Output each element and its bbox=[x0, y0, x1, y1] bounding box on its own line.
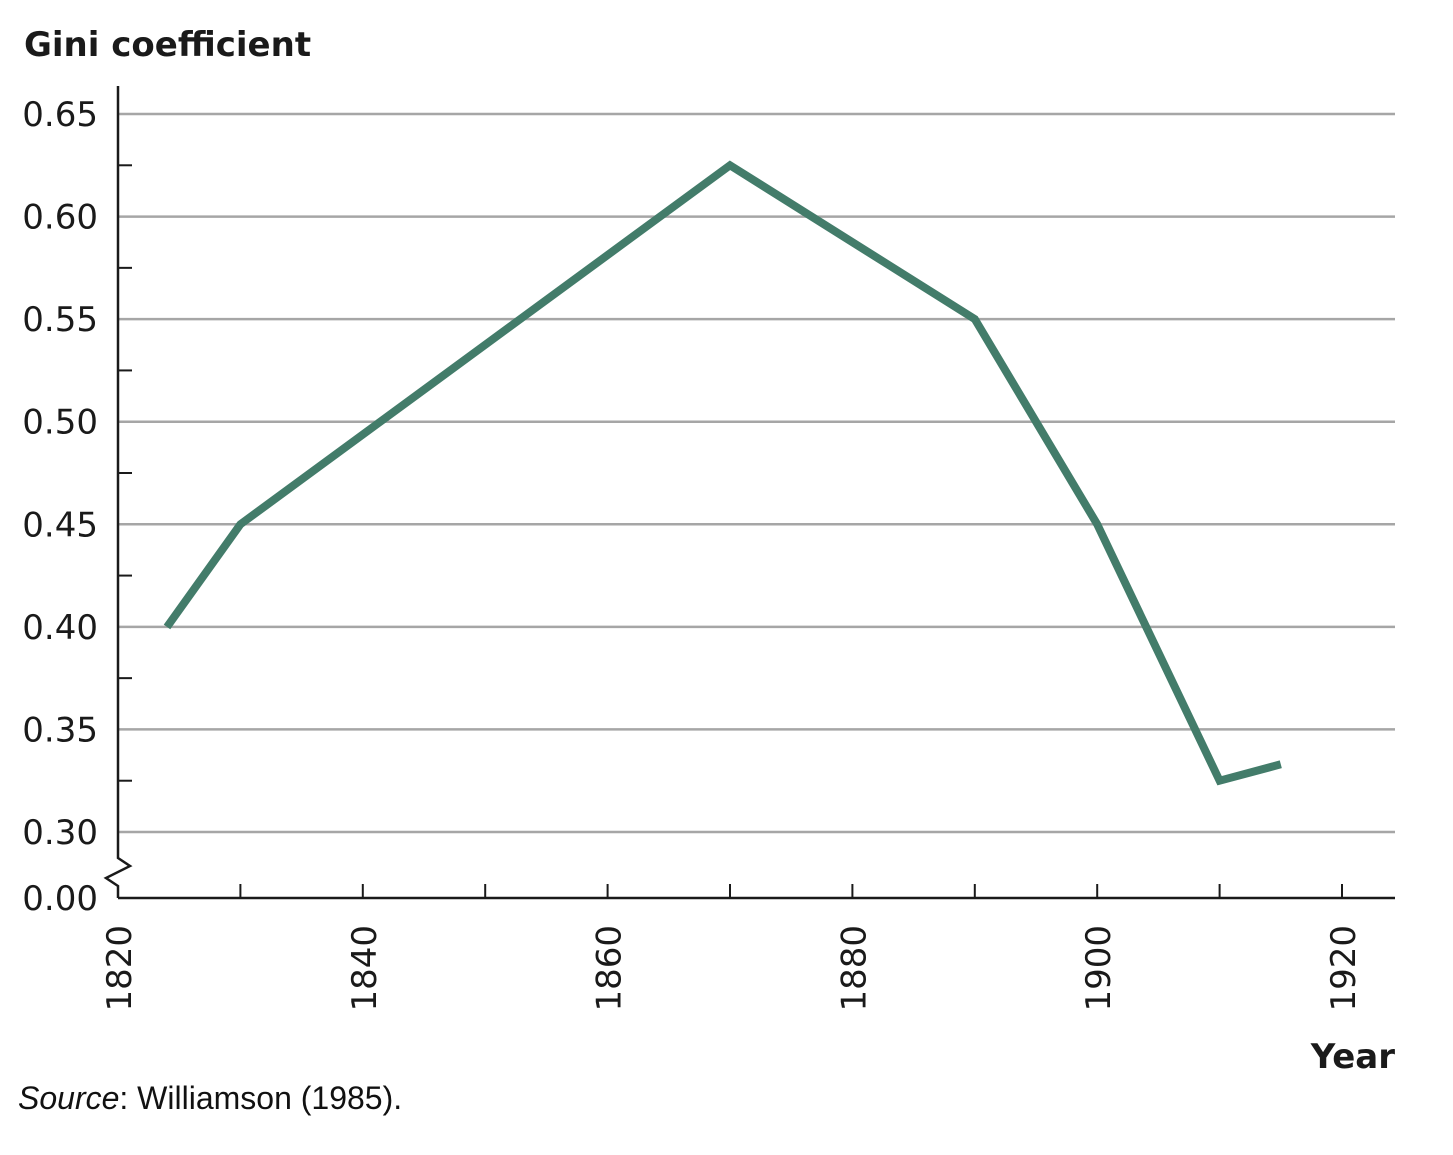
ticks: 0.00 0.30 0.35 0.40 0.45 0.50 0.55 0.60 0.65 1820… bbox=[22, 95, 1364, 1012]
x-tick-label: 1820 bbox=[100, 925, 140, 1012]
y-tick-label: 0.50 bbox=[22, 403, 98, 443]
x-axis-label: Year bbox=[1310, 1037, 1396, 1077]
x-tick-label: 1840 bbox=[345, 925, 385, 1012]
y-tick-label: 0.60 bbox=[22, 198, 98, 238]
axes bbox=[103, 86, 1395, 900]
source-note: Source: Williamson (1985). bbox=[18, 1080, 402, 1117]
x-tick-label: 1860 bbox=[590, 925, 630, 1012]
y-tick-label: 0.45 bbox=[22, 505, 98, 545]
y-axis-label: Gini coefficient bbox=[24, 25, 311, 65]
series bbox=[163, 160, 1282, 786]
source-label: Source bbox=[18, 1080, 120, 1116]
grid-lines bbox=[118, 112, 1395, 834]
y-tick-label: 0.40 bbox=[22, 608, 98, 648]
y-axis-line bbox=[103, 86, 133, 898]
x-tick-label: 1920 bbox=[1324, 925, 1364, 1012]
y-tick-label: 0.30 bbox=[22, 813, 98, 853]
y-tick-label: 0.00 bbox=[22, 879, 98, 919]
source-text: : Williamson (1985). bbox=[119, 1080, 403, 1116]
y-tick-label: 0.65 bbox=[22, 95, 98, 135]
x-tick-label: 1900 bbox=[1079, 925, 1119, 1012]
y-tick-label: 0.55 bbox=[22, 300, 98, 340]
x-tick-label: 1880 bbox=[834, 925, 874, 1012]
y-tick-label: 0.35 bbox=[22, 710, 98, 750]
series-line bbox=[163, 160, 1282, 786]
